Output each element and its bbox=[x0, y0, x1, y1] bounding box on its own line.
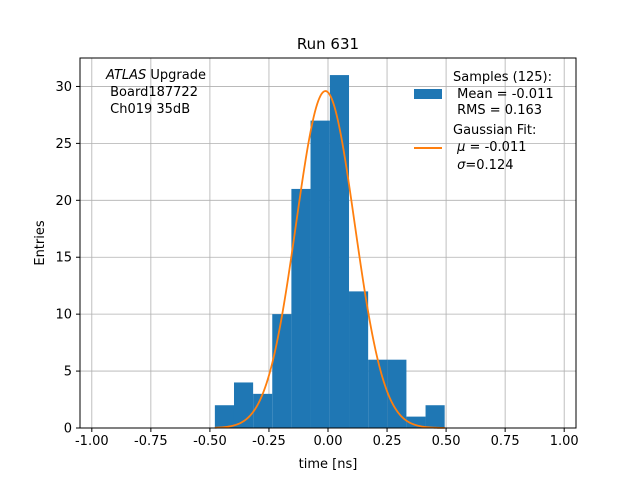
x-tick-label: -1.00 bbox=[75, 434, 109, 449]
legend-samples-rms: RMS = 0.163 bbox=[453, 103, 542, 118]
legend-samples-title: Samples (125): bbox=[453, 70, 552, 85]
legend-fit-sigma: σ=0.124 bbox=[453, 158, 514, 173]
legend-fit-mu: μ = -0.011 bbox=[453, 140, 527, 155]
x-tick-label: -0.25 bbox=[252, 434, 286, 449]
histogram-bar bbox=[387, 359, 407, 428]
histogram-bar bbox=[406, 416, 426, 428]
gaussian-fit-curve bbox=[214, 90, 445, 429]
legend-mu-symbol: μ bbox=[456, 140, 465, 155]
x-tick-label: 0.00 bbox=[314, 434, 343, 449]
annotation-line1: ATLAS Upgrade bbox=[105, 68, 206, 83]
legend-sigma-value: =0.124 bbox=[465, 158, 513, 173]
y-tick-label: 15 bbox=[55, 251, 72, 266]
histogram-bar bbox=[368, 359, 388, 428]
y-tick-label: 20 bbox=[55, 194, 72, 209]
legend-mu-value: = -0.011 bbox=[465, 140, 526, 155]
histogram-bar bbox=[272, 314, 292, 428]
annotation-channel: Ch019 35dB bbox=[106, 102, 190, 117]
histogram-bar bbox=[310, 120, 330, 428]
x-tick-label: 0.25 bbox=[373, 434, 402, 449]
histogram-bar bbox=[349, 291, 369, 428]
annotation-board: Board187722 bbox=[106, 85, 198, 100]
legend: Samples (125): Mean = -0.011 RMS = 0.163… bbox=[414, 70, 554, 173]
histogram-bar bbox=[253, 393, 273, 428]
gaussian-fit-layer bbox=[214, 90, 445, 429]
histogram-bar bbox=[425, 405, 445, 428]
histogram-bar bbox=[329, 75, 350, 429]
histogram-bar bbox=[291, 188, 311, 428]
legend-samples-mean: Mean = -0.011 bbox=[453, 87, 554, 102]
y-tick-label: 25 bbox=[55, 137, 72, 152]
y-tick-label: 5 bbox=[64, 365, 72, 380]
legend-fit-title: Gaussian Fit: bbox=[453, 123, 536, 138]
x-tick-label: 1.00 bbox=[550, 434, 579, 449]
ticks-layer: -1.00 -0.75 -0.50 -0.25 0.00 0.25 0.50 0.75 1.00… bbox=[55, 80, 578, 449]
atlas-annotation: ATLAS Upgrade Board187722 Ch019 35dB bbox=[105, 68, 206, 117]
y-tick-label: 30 bbox=[55, 80, 72, 95]
x-tick-label: 0.75 bbox=[491, 434, 520, 449]
chart-title: Run 631 bbox=[297, 35, 359, 53]
annotation-upgrade: Upgrade bbox=[146, 68, 206, 83]
legend-samples-swatch bbox=[414, 89, 442, 99]
annotation-atlas: ATLAS bbox=[105, 68, 146, 83]
x-axis-label: time [ns] bbox=[299, 457, 358, 472]
legend-sigma-symbol: σ bbox=[457, 158, 466, 173]
x-tick-label: -0.75 bbox=[134, 434, 168, 449]
histogram-bar bbox=[214, 405, 234, 428]
y-axis-label: Entries bbox=[33, 220, 48, 266]
x-tick-label: 0.50 bbox=[432, 434, 461, 449]
x-tick-label: -0.50 bbox=[193, 434, 227, 449]
y-tick-label: 0 bbox=[64, 422, 72, 437]
y-tick-label: 10 bbox=[55, 308, 72, 323]
